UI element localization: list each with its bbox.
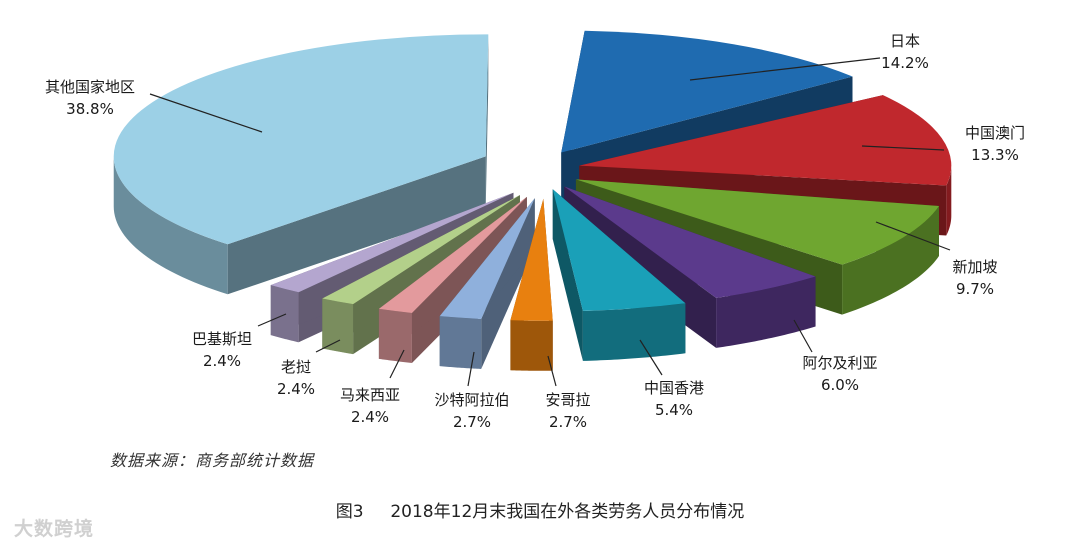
pie-slice-7-wall-1 [378, 196, 527, 359]
pie-slice-6-side [439, 316, 482, 369]
pie-slice-6 [439, 198, 535, 369]
slice-value-1: 13.3% [971, 146, 1019, 164]
leader-line-5 [547, 355, 557, 387]
pie-slice-10-top [113, 34, 489, 245]
slice-label-1: 中国澳门 [965, 124, 1025, 142]
pie-slice-6-top [439, 198, 535, 319]
slice-label-5: 安哥拉 [545, 391, 590, 409]
pie-slice-3-top [564, 186, 816, 298]
slice-value-4: 5.4% [655, 401, 693, 419]
figure-label: 图3 [335, 502, 364, 522]
pie-slice-8-side [322, 298, 354, 355]
slice-label-4: 中国香港 [644, 379, 704, 397]
pie-slice-4-wall-1 [552, 189, 583, 361]
pie-slice-5-side [510, 320, 553, 371]
pie-slice-5-top [510, 198, 553, 321]
leader-line-6 [467, 351, 475, 387]
slice-value-7: 2.4% [351, 408, 389, 426]
pie-slice-8-top [322, 195, 520, 305]
pie-slice-8-wall-1 [322, 195, 520, 349]
slice-value-3: 6.0% [821, 376, 859, 394]
chart-title: 2018年12月末我国在外各类劳务人员分布情况 [390, 502, 745, 522]
pie-slice-3-side [716, 276, 816, 348]
pie-slice-0-top [561, 30, 853, 153]
pie-slice-5 [510, 198, 553, 371]
pie-slice-10-wall-1 [485, 34, 489, 207]
slice-label-7: 马来西亚 [340, 386, 400, 404]
source-note: 数据来源：商务部统计数据 [110, 451, 315, 470]
slice-label-3: 阿尔及利亚 [802, 354, 877, 372]
pie-slice-7-side [378, 308, 412, 363]
pie-slice-7-top [378, 196, 527, 313]
slice-value-0: 14.2% [881, 54, 929, 72]
slice-label-0: 日本 [890, 32, 920, 50]
pie-slice-10-wall-0 [227, 156, 486, 295]
pie-slice-1-side [946, 165, 952, 236]
leader-line-1 [861, 145, 945, 151]
pie-slice-10-side [113, 156, 228, 295]
slice-value-8: 2.4% [277, 380, 315, 398]
leader-line-0 [689, 57, 881, 81]
leader-line-7 [389, 349, 405, 379]
leader-line-2 [875, 221, 951, 251]
leader-line-3 [793, 319, 813, 353]
pie-slice-9-top [270, 192, 514, 293]
slice-value-5: 2.7% [549, 413, 587, 431]
leader-line-10 [149, 93, 263, 133]
slice-value-6: 2.7% [453, 413, 491, 431]
leader-line-8 [315, 339, 341, 353]
pie-slice-2-side [842, 206, 939, 315]
slice-label-6: 沙特阿拉伯 [434, 391, 509, 409]
slice-label-10: 其他国家地区 [45, 78, 135, 96]
leader-line-9 [257, 313, 287, 327]
pie-slice-4-side [582, 303, 686, 361]
pie-slice-2-top [575, 179, 939, 265]
leader-line-4 [639, 339, 663, 376]
pie-slice-4 [552, 189, 686, 361]
figure-caption: 图3 2018年12月末我国在外各类劳务人员分布情况 [0, 497, 1080, 522]
pie-slice-10 [113, 34, 489, 295]
pie-slice-1-top [579, 95, 952, 186]
slice-label-2: 新加坡 [952, 258, 997, 276]
slice-label-9: 巴基斯坦 [192, 330, 252, 348]
slice-value-10: 38.8% [66, 100, 114, 118]
pie-slice-9-side [270, 285, 299, 343]
slice-label-8: 老挝 [281, 358, 311, 376]
slice-value-9: 2.4% [203, 352, 241, 370]
pie-slice-4-top [552, 189, 686, 311]
slice-value-2: 9.7% [956, 280, 994, 298]
watermark-logo: 大数跨境 [14, 518, 95, 540]
